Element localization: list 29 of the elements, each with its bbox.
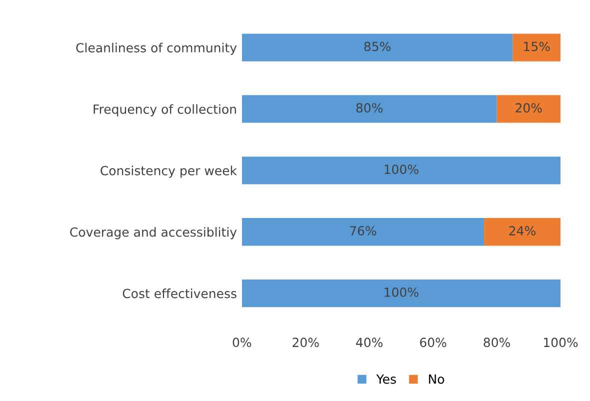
y-tick-label: Frequency of collection xyxy=(94,104,236,116)
bar xyxy=(512,34,560,62)
x-tick-label: 80% xyxy=(484,338,510,348)
x-tick-label: 20% xyxy=(292,338,319,348)
y-tick-label: Cleanliness of community xyxy=(76,42,237,55)
x-tick-label: 40% xyxy=(356,338,383,348)
y-tick-label: Consistency per week xyxy=(100,166,237,178)
data-label: 76% xyxy=(350,226,376,236)
legend-label: No xyxy=(429,374,444,384)
data-label: 85% xyxy=(364,42,391,52)
data-label: 15% xyxy=(524,42,550,52)
legend-label: Yes xyxy=(376,374,396,384)
bar xyxy=(496,95,560,123)
data-label: 20% xyxy=(516,103,542,113)
x-tick-label: 60% xyxy=(420,338,446,348)
x-tick-label: 0% xyxy=(232,338,252,348)
bar xyxy=(242,279,560,308)
data-label: 24% xyxy=(509,226,536,236)
bar xyxy=(242,34,513,62)
data-label: 100% xyxy=(384,164,418,174)
bar xyxy=(242,156,560,184)
data-label: 100% xyxy=(384,287,418,297)
data-label: 80% xyxy=(356,103,383,113)
y-tick-label: Coverage and accessiblitiy xyxy=(70,227,237,240)
bar xyxy=(242,218,484,246)
y-tick-label: Cost effectiveness xyxy=(122,288,236,298)
bar xyxy=(484,218,560,246)
bar xyxy=(242,95,497,123)
x-tick-label: 100% xyxy=(544,338,578,348)
